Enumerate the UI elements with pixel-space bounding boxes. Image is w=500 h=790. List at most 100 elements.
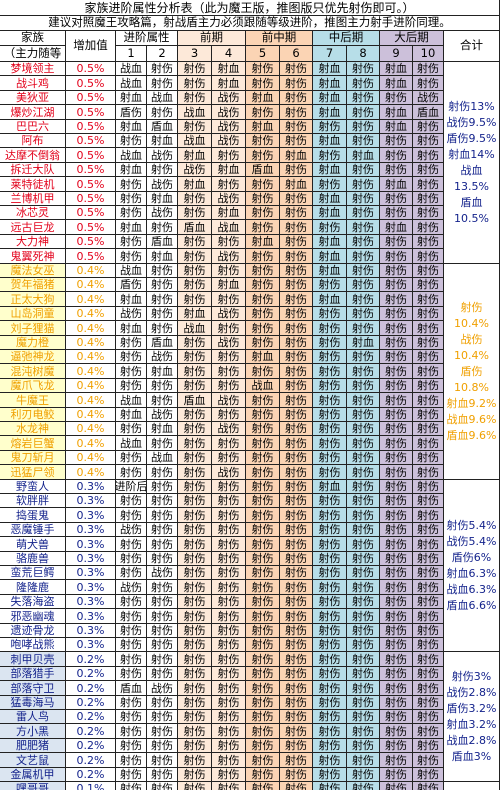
attr-cell: 射伤 xyxy=(246,321,280,336)
attr-cell: 射伤 xyxy=(147,307,178,321)
attr-cell: 射伤 xyxy=(347,76,380,91)
attr-cell: 射伤 xyxy=(313,436,347,451)
attr-cell: 射伤 xyxy=(380,480,413,494)
attr-cell: 射伤 xyxy=(147,379,178,393)
attr-cell: 射伤 xyxy=(212,537,246,552)
attr-cell: 射伤 xyxy=(178,753,212,768)
attr-cell: 射伤 xyxy=(178,451,212,465)
attr-cell: 射伤 xyxy=(246,206,280,220)
increase-value: 0.3% xyxy=(66,580,116,595)
attr-cell: 射伤 xyxy=(413,696,444,710)
attr-cell: 射伤 xyxy=(313,566,347,580)
increase-value: 0.5% xyxy=(66,163,116,177)
summary-line: 射伤 xyxy=(460,300,483,314)
attr-cell: 战伤 xyxy=(147,350,178,364)
attr-cell: 射血 xyxy=(116,163,147,177)
attr-cell: 射伤 xyxy=(413,595,444,609)
attr-cell: 射伤 xyxy=(413,134,444,148)
attr-cell: 射伤 xyxy=(280,105,313,120)
attr-cell: 射伤 xyxy=(313,739,347,753)
attr-cell: 射伤 xyxy=(147,580,178,595)
attr-cell: 射伤 xyxy=(116,566,147,580)
attr-cell: 射伤 xyxy=(246,422,280,436)
attr-cell: 战伤 xyxy=(212,192,246,206)
family-name: 冰芯灵 xyxy=(0,206,66,220)
attr-cell: 射伤 xyxy=(347,609,380,624)
attr-cell: 射伤 xyxy=(413,192,444,206)
increase-value: 0.2% xyxy=(66,667,116,681)
attr-cell: 射伤 xyxy=(147,480,178,494)
level-header-9: 9 xyxy=(380,46,413,62)
attr-cell: 射伤 xyxy=(246,566,280,580)
attr-cell: 射伤 xyxy=(413,264,444,278)
attr-cell: 射伤 xyxy=(178,552,212,566)
attr-cell: 射伤 xyxy=(212,552,246,566)
attr-cell: 射伤 xyxy=(147,638,178,652)
attr-cell: 射伤 xyxy=(347,652,380,667)
attr-cell: 盾血 xyxy=(147,235,178,249)
attr-cell: 射伤 xyxy=(116,508,147,523)
attr-cell: 射伤 xyxy=(347,451,380,465)
attr-cell: 射伤 xyxy=(246,696,280,710)
attr-cell: 射伤 xyxy=(212,321,246,336)
summary-line: 射伤3% xyxy=(451,669,492,683)
header-attr: 进阶属性 xyxy=(116,31,178,46)
attr-cell: 射伤 xyxy=(280,753,313,768)
family-name: 牛魔王 xyxy=(0,393,66,408)
attr-cell: 射伤 xyxy=(313,422,347,436)
attr-cell: 射伤 xyxy=(413,336,444,350)
attr-cell: 盾血 xyxy=(178,220,212,235)
attr-cell: 射伤 xyxy=(380,235,413,249)
attr-cell: 射伤 xyxy=(246,710,280,724)
attr-cell: 战血 xyxy=(147,91,178,105)
attr-cell: 战伤 xyxy=(212,307,246,321)
attr-cell: 射伤 xyxy=(347,134,380,148)
summary-line: 盾血3% xyxy=(451,749,492,763)
attr-cell: 射伤 xyxy=(212,523,246,537)
increase-value: 0.3% xyxy=(66,508,116,523)
attr-cell: 射伤 xyxy=(413,148,444,163)
attr-cell: 射血 xyxy=(116,91,147,105)
attr-cell: 射伤 xyxy=(380,264,413,278)
attr-cell: 射血 xyxy=(313,206,347,220)
family-name: 肥肥猪 xyxy=(0,739,66,753)
increase-value: 0.3% xyxy=(66,480,116,494)
family-name: 巴巴六 xyxy=(0,120,66,134)
attr-cell: 射伤 xyxy=(380,638,413,652)
attr-cell: 射伤 xyxy=(147,552,178,566)
attr-cell: 射伤 xyxy=(147,667,178,681)
attr-cell: 射伤 xyxy=(380,782,413,790)
attr-cell: 射伤 xyxy=(178,624,212,638)
attr-cell: 射伤 xyxy=(212,710,246,724)
attr-cell: 射伤 xyxy=(413,465,444,480)
increase-value: 0.5% xyxy=(66,120,116,134)
attr-cell: 射伤 xyxy=(246,681,280,696)
increase-value: 0.2% xyxy=(66,681,116,696)
attr-cell: 射伤 xyxy=(212,681,246,696)
attr-cell: 战血 xyxy=(116,436,147,451)
family-name: 魔爪飞龙 xyxy=(0,379,66,393)
attr-cell: 射伤 xyxy=(178,638,212,652)
family-name: 遗迹骨龙 xyxy=(0,624,66,638)
attr-cell: 射伤 xyxy=(313,451,347,465)
attr-cell: 射伤 xyxy=(347,753,380,768)
family-name: 文艺鼠 xyxy=(0,753,66,768)
increase-value: 0.4% xyxy=(66,350,116,364)
attr-cell: 射伤 xyxy=(380,408,413,422)
attr-cell: 射伤 xyxy=(178,537,212,552)
attr-cell: 射伤 xyxy=(178,249,212,264)
attr-cell: 射伤 xyxy=(212,624,246,638)
attr-cell: 射伤 xyxy=(380,494,413,508)
summary-line: 射伤13% xyxy=(448,99,495,113)
family-name: 战斗鸡 xyxy=(0,76,66,91)
attr-cell: 射伤 xyxy=(147,523,178,537)
attr-cell: 射伤 xyxy=(212,753,246,768)
increase-value: 0.4% xyxy=(66,451,116,465)
attr-cell: 射伤 xyxy=(347,393,380,408)
attr-cell: 射血 xyxy=(313,134,347,148)
attr-cell: 射伤 xyxy=(347,782,380,790)
increase-value: 0.4% xyxy=(66,436,116,451)
increase-value: 0.5% xyxy=(66,148,116,163)
attr-cell: 射伤 xyxy=(380,710,413,724)
attr-cell: 射伤 xyxy=(116,753,147,768)
